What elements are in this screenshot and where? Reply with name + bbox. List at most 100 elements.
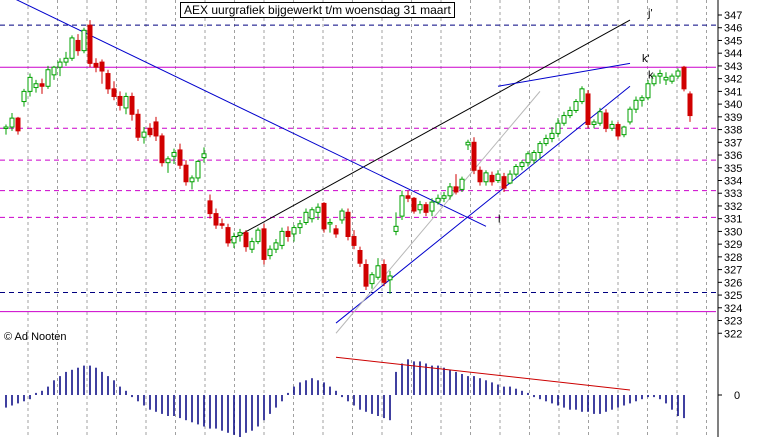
candle-body [201, 153, 207, 159]
candle-body [621, 126, 627, 136]
candle-body [39, 83, 45, 87]
candle-body [579, 88, 585, 103]
candle-body [375, 265, 381, 278]
candle-body [69, 37, 75, 59]
candle-body [411, 197, 417, 212]
candle-body [129, 95, 135, 115]
candle-body [81, 29, 87, 52]
candle-body [567, 109, 573, 117]
candle-body [195, 160, 201, 179]
candle-body [459, 178, 465, 190]
candle-body [27, 76, 33, 92]
trend-line [227, 19, 631, 243]
candle-body [633, 99, 639, 110]
candle-body [291, 227, 297, 235]
candle-body [219, 223, 225, 226]
y-tick-label: 324 [724, 303, 742, 315]
candle-body [393, 225, 399, 232]
candle-body [309, 209, 315, 220]
candle-body [267, 248, 273, 257]
candle-body [255, 229, 261, 243]
trend-line [497, 62, 631, 87]
candle-body [51, 66, 57, 76]
candle-body [627, 108, 633, 123]
y-tick-label: 327 [724, 265, 742, 277]
candle-body [609, 123, 615, 129]
candle-body [315, 206, 321, 213]
candle-body [519, 162, 525, 167]
candle-body [483, 172, 489, 183]
trend-line [335, 91, 541, 334]
y-tick-label: 326 [724, 277, 742, 289]
candle-body [615, 123, 621, 137]
candle-body [591, 121, 597, 125]
candle-body [9, 117, 15, 128]
chart-title: AEX uurgrafiek bijgewerkt t/m woensdag 3… [180, 2, 455, 18]
candle-body [15, 117, 21, 132]
y-tick-label: 334 [724, 175, 742, 187]
candle-body [297, 223, 303, 229]
candle-body [687, 93, 693, 117]
y-tick-label: 344 [724, 48, 742, 60]
y-tick-label: 339 [724, 112, 742, 124]
candle-body [243, 232, 249, 248]
y-tick-label: 341 [724, 86, 742, 98]
candle-body [21, 90, 27, 103]
candle-body [399, 195, 405, 217]
y-tick-label: 333 [724, 188, 742, 200]
candle-body [369, 274, 375, 285]
candle-body [135, 113, 141, 138]
y-tick-label: 336 [724, 150, 742, 162]
candle-body [447, 186, 453, 197]
candle-body [453, 186, 459, 193]
candle-body [117, 95, 123, 106]
y-tick-label: 328 [724, 252, 742, 264]
candle-body [33, 83, 39, 89]
candle-body [75, 39, 81, 52]
candle-body [405, 195, 411, 199]
candle-body [321, 202, 327, 230]
y-tick-label: 322 [724, 328, 742, 340]
candle-body [561, 115, 567, 124]
candle-body [159, 135, 165, 164]
candle-body [303, 211, 309, 223]
candle-body [279, 230, 285, 246]
candle-body [429, 201, 435, 212]
candle-body [423, 204, 429, 213]
oscillator-trend-line [335, 356, 631, 391]
trend-label: k [648, 70, 654, 82]
y-tick-label: 342 [724, 74, 742, 86]
candle-body [273, 242, 279, 250]
candle-body [111, 88, 117, 97]
candle-body [213, 213, 219, 226]
y-tick-label: 323 [724, 316, 742, 328]
candle-body [387, 275, 393, 281]
candle-body [3, 126, 9, 130]
candle-body [165, 158, 171, 164]
candle-body [351, 236, 357, 246]
candle-body [333, 228, 339, 235]
trend-label: j' [647, 7, 653, 19]
candle-body [435, 197, 441, 203]
candle-body [57, 61, 63, 68]
candle-body [603, 112, 609, 129]
y-tick-label: 347 [724, 10, 742, 22]
candle-body [231, 236, 237, 244]
candle-body [99, 61, 105, 72]
candle-body [363, 264, 369, 287]
candle-body [639, 97, 645, 101]
y-tick-label: 330 [724, 226, 742, 238]
candle-body [339, 210, 345, 221]
y-tick-label: 335 [724, 163, 742, 175]
y-tick-label: 332 [724, 201, 742, 213]
trend-label: l [498, 213, 500, 225]
y-tick-label: 331 [724, 214, 742, 226]
candle-body [357, 250, 363, 264]
y-tick-label: 325 [724, 290, 742, 302]
y-tick-label: 343 [724, 61, 742, 73]
candle-body [189, 177, 195, 183]
candle-body [669, 75, 675, 82]
candle-body [657, 73, 663, 77]
y-tick-label: 337 [724, 137, 742, 149]
